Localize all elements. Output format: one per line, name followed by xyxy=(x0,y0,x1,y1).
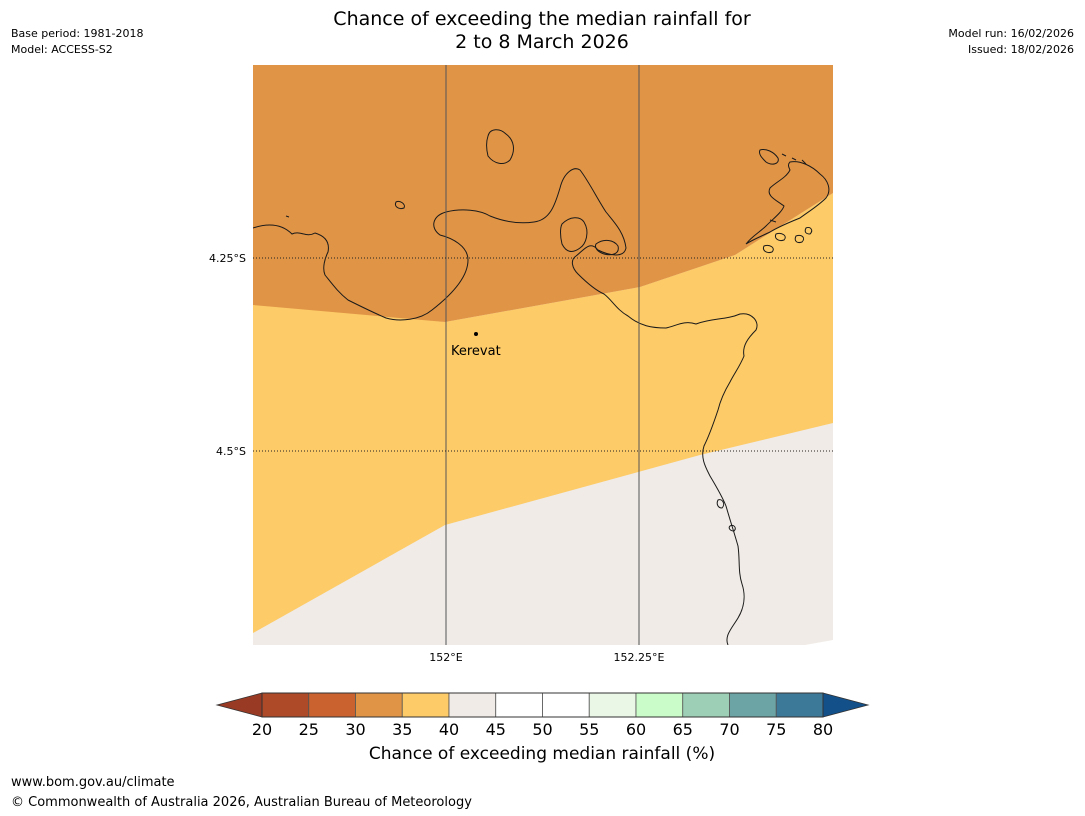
colorbar-tick-label: 45 xyxy=(486,720,506,739)
colorbar-swatch xyxy=(448,692,497,718)
lon-label-152e: 152°E xyxy=(429,651,462,664)
colorbar-tick-label: 60 xyxy=(626,720,646,739)
title-line-2: 2 to 8 March 2026 xyxy=(455,31,629,53)
colorbar-swatch xyxy=(682,692,730,718)
model-name: Model: ACCESS-S2 xyxy=(11,43,113,56)
colorbar-tick-label: 65 xyxy=(673,720,693,739)
colorbar-tick-label: 75 xyxy=(766,720,786,739)
kerevat-marker xyxy=(474,332,478,336)
colorbar-tick-label: 30 xyxy=(345,720,365,739)
lat-label-4-5s: 4.5°S xyxy=(216,445,246,458)
model-run: Model run: 16/02/2026 xyxy=(948,27,1074,40)
colorbar-tick-label: 70 xyxy=(719,720,739,739)
coastline xyxy=(253,129,830,645)
page-title: Chance of exceeding the median rainfall … xyxy=(242,8,842,54)
colorbar-tick-label: 80 xyxy=(813,720,833,739)
colorbar-swatch xyxy=(588,692,637,718)
zone-35-40 xyxy=(253,193,833,633)
lon-label-152-25e: 152.25°E xyxy=(614,651,665,664)
title-line-1: Chance of exceeding the median rainfall … xyxy=(333,8,751,30)
colorbar-tick-label: 20 xyxy=(252,720,272,739)
zone-blank xyxy=(805,640,833,645)
colorbar-tick-label: 25 xyxy=(299,720,319,739)
colorbar-swatch xyxy=(775,692,824,718)
base-period: Base period: 1981-2018 xyxy=(11,27,144,40)
colorbar: 20 25 30 35 40 45 50 55 60 65 70 75 80 xyxy=(215,692,870,739)
issued-date: Issued: 18/02/2026 xyxy=(967,43,1074,56)
footer-copyright: © Commonwealth of Australia 2026, Austra… xyxy=(11,795,472,810)
colorbar-under-arrow xyxy=(215,692,263,718)
meta-left: Base period: 1981-2018 Model: ACCESS-S2 xyxy=(11,26,143,58)
colorbar-tick-label: 35 xyxy=(392,720,412,739)
colorbar-tick-label: 55 xyxy=(579,720,599,739)
meta-right: Model run: 16/02/2026 Issued: 18/02/2026 xyxy=(948,26,1074,58)
lat-label-4-25s: 4.25°S xyxy=(209,252,246,265)
colorbar-swatch xyxy=(542,692,590,718)
colorbar-swatch xyxy=(635,692,684,718)
colorbar-swatch xyxy=(495,692,543,718)
map-fill xyxy=(253,65,833,645)
colorbar-title: Chance of exceeding median rainfall (%) xyxy=(368,744,716,764)
colorbar-swatch xyxy=(729,692,777,718)
colorbar-swatch xyxy=(261,692,310,718)
colorbar-tick-label: 50 xyxy=(532,720,552,739)
colorbar-frame xyxy=(261,692,824,718)
gridlines xyxy=(253,65,833,645)
colorbar-tick-label: 40 xyxy=(439,720,459,739)
colorbar-swatch xyxy=(401,692,450,718)
place-label-kerevat: Kerevat xyxy=(451,344,501,359)
footer-url: www.bom.gov.au/climate xyxy=(11,775,175,790)
colorbar-swatch xyxy=(308,692,356,718)
colorbar-swatch xyxy=(355,692,403,718)
colorbar-over-arrow xyxy=(822,692,870,718)
